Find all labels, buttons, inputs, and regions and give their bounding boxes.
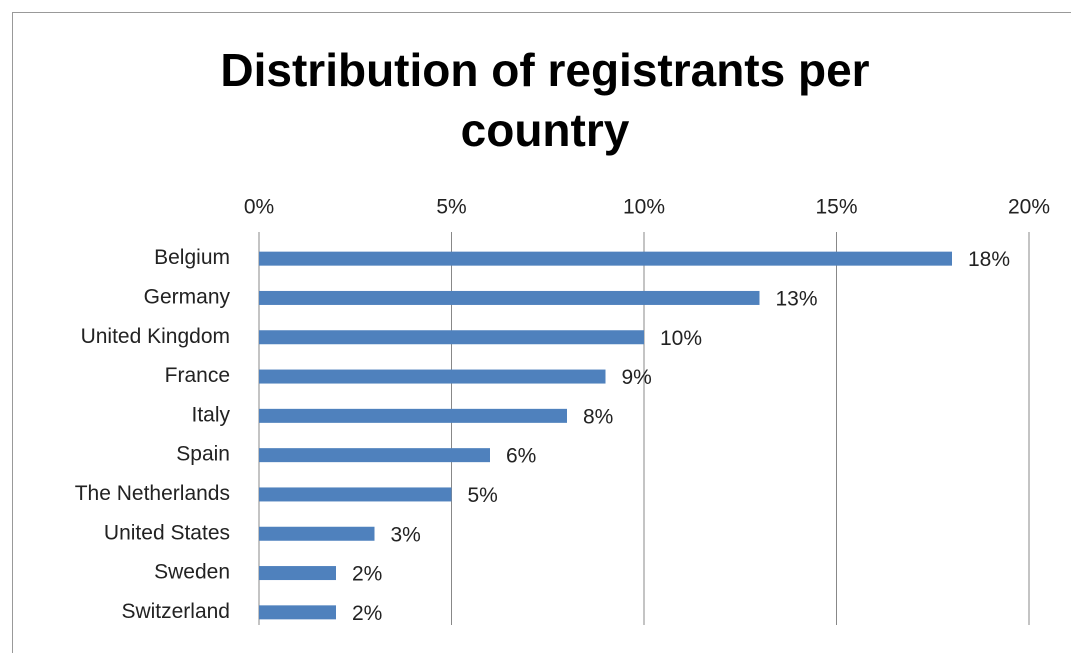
- bar: [259, 408, 567, 423]
- y-tick-label: The Netherlands: [75, 482, 230, 505]
- x-tick-label: 0%: [244, 196, 274, 219]
- data-label: 8%: [583, 405, 613, 428]
- chart-frame: [12, 12, 1071, 653]
- y-tick-label: Spain: [176, 443, 230, 466]
- y-tick-label: Germany: [144, 285, 231, 308]
- y-tick-label: United States: [104, 521, 230, 544]
- x-tick-label: 20%: [1008, 196, 1050, 219]
- chart-title: Distribution of registrants per country: [220, 44, 870, 156]
- bar: [259, 526, 375, 541]
- x-tick-label: 15%: [815, 196, 857, 219]
- y-tick-label: Italy: [191, 403, 230, 426]
- y-tick-label: United Kingdom: [81, 325, 230, 348]
- data-label: 5%: [468, 484, 498, 507]
- data-label: 3%: [391, 523, 421, 546]
- data-label: 9%: [622, 366, 652, 389]
- bar: [259, 290, 760, 305]
- bar: [259, 369, 606, 384]
- bar: [259, 251, 952, 266]
- y-tick-label: Belgium: [154, 246, 230, 269]
- data-label: 2%: [352, 563, 382, 586]
- bar: [259, 448, 490, 463]
- data-label: 18%: [968, 248, 1010, 271]
- y-tick-label: Switzerland: [121, 600, 230, 623]
- y-tick-label: France: [165, 364, 230, 387]
- data-label: 2%: [352, 602, 382, 625]
- bar: [259, 605, 336, 620]
- x-tick-label: 5%: [436, 196, 466, 219]
- bar: [259, 487, 452, 502]
- bar: [259, 566, 336, 581]
- data-label: 6%: [506, 445, 536, 468]
- y-tick-label: Sweden: [154, 561, 230, 584]
- bar: [259, 330, 644, 345]
- data-label: 13%: [776, 287, 818, 310]
- x-tick-label: 10%: [623, 196, 665, 219]
- data-label: 10%: [660, 327, 702, 350]
